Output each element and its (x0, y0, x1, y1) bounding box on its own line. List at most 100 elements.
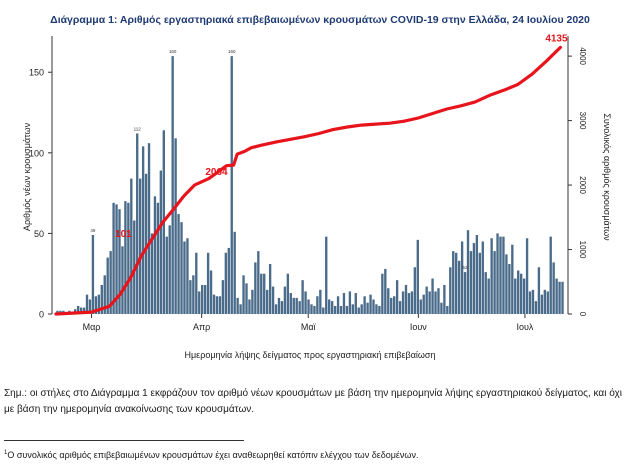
bar (115, 204, 118, 314)
bar (198, 291, 201, 314)
y-tick-label: 50 (34, 229, 44, 239)
x-tick-label: Ιουν (410, 322, 427, 332)
bar (354, 293, 357, 314)
y2-tick-label: 3000 (578, 112, 587, 130)
bar (127, 202, 130, 314)
bar (375, 304, 378, 314)
bar (236, 297, 239, 314)
bar-value-label: 112 (134, 126, 142, 131)
bar (546, 291, 549, 314)
bar (183, 241, 186, 314)
bar (260, 273, 263, 314)
chart-title: Διάγραμμα 1: Αριθμός εργαστηριακά επιβεβ… (50, 14, 590, 26)
bar (499, 236, 502, 314)
bar (141, 146, 145, 314)
bar (230, 56, 233, 314)
y2-tick-label: 4000 (578, 47, 587, 65)
bar (437, 288, 440, 314)
bar (283, 286, 287, 314)
bar (76, 305, 80, 314)
bar (195, 252, 198, 314)
bar-value-label: 160 (228, 49, 236, 54)
bar (457, 260, 461, 314)
bar (138, 178, 142, 314)
bar (511, 244, 514, 314)
bar (301, 280, 304, 314)
bar (372, 299, 375, 314)
bar (313, 305, 316, 314)
bar (136, 133, 139, 314)
y2-axis-title: Συνολικός αριθμός κρουσμάτων (602, 113, 612, 241)
bar (351, 304, 355, 314)
bar (330, 301, 334, 314)
bar (239, 304, 242, 314)
bar (407, 293, 411, 314)
bar (522, 278, 526, 314)
bar (209, 270, 213, 314)
bar (245, 283, 248, 314)
bar (85, 294, 89, 314)
bar (94, 296, 98, 314)
bar (103, 275, 106, 314)
bar (91, 235, 95, 314)
bar (156, 202, 160, 314)
bar (227, 247, 230, 314)
bar (419, 299, 422, 314)
bar (274, 304, 278, 314)
bar (206, 252, 210, 314)
bar (201, 284, 204, 314)
bar (130, 178, 133, 314)
bar (531, 289, 535, 314)
bar (203, 284, 207, 314)
bar (307, 299, 310, 314)
bar (519, 273, 523, 314)
y-tick-label: 0 (39, 310, 44, 320)
bar (106, 257, 109, 314)
bar (443, 284, 446, 314)
bar (469, 251, 473, 314)
bar (233, 231, 236, 314)
bar (537, 267, 541, 314)
bar (224, 252, 228, 314)
bar (277, 297, 281, 314)
bar (404, 284, 408, 314)
bar (174, 138, 177, 314)
bar (348, 291, 352, 314)
bar (384, 268, 387, 314)
bar (455, 252, 458, 314)
y2-tick-label: 0 (578, 312, 587, 317)
bar (540, 294, 544, 314)
bar (392, 296, 396, 314)
cumulative-line (54, 45, 563, 316)
bar (159, 170, 163, 314)
bar (289, 293, 292, 314)
bar (165, 236, 168, 314)
bar (121, 246, 124, 314)
bar (212, 294, 216, 314)
bar (390, 297, 393, 314)
bar (381, 273, 384, 314)
line-annotation: 101 (115, 229, 132, 240)
bar (221, 280, 225, 314)
bar (484, 272, 487, 314)
bar (357, 307, 360, 314)
y-axis-title: Αριθμός νέων κρουσμάτων (22, 122, 32, 231)
bar (517, 270, 520, 314)
bar (192, 275, 195, 314)
bar (268, 264, 272, 314)
line-annotation: 2064 (205, 167, 228, 178)
bar (186, 238, 189, 314)
bar (286, 273, 290, 314)
bar (487, 278, 490, 314)
bar (366, 302, 369, 314)
bar (460, 241, 464, 314)
covid-chart: 0 50 100 150 0 1000 2000 3000 4000 Αριθμός νέων κ… (22, 33, 612, 360)
y2-tick-label: 1000 (578, 241, 587, 259)
bar (463, 272, 467, 314)
bar (292, 297, 295, 314)
bar (449, 267, 452, 314)
bar (150, 233, 154, 314)
bar (410, 291, 414, 314)
bar (153, 196, 157, 314)
bar (112, 202, 115, 314)
